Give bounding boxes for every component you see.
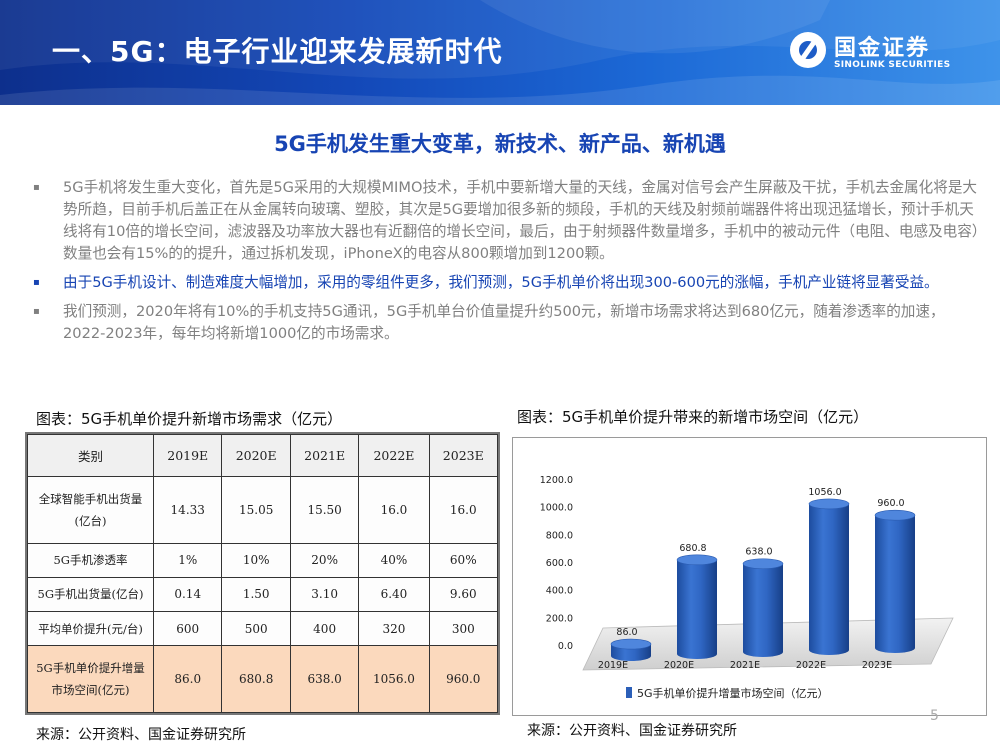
market-table-container: 类别 2019E 2020E 2021E 2022E 2023E 全球智能手机出… xyxy=(25,432,500,715)
table-row-label: 5G手机单价提升增量市场空间(亿元) xyxy=(27,645,154,713)
bullet-marker: ▪ xyxy=(33,306,40,317)
slide-subtitle: 5G手机发生重大变革，新技术、新产品、新机遇 xyxy=(274,132,726,156)
bar-top xyxy=(808,498,850,510)
data-label: 1056.0 xyxy=(808,487,841,498)
bar-chart-svg: 0.0 200.0 400.0 600.0 800.0 1000.0 1200.0 86.0 2… xyxy=(540,475,954,671)
table-row: 全球智能手机出货量(亿台) 14.33 15.05 15.50 16.0 16.… xyxy=(27,476,499,544)
bullet-text: 5G手机将发生重大变化，首先是5G采用的大规模MIMO技术，手机中要新增大量的天… xyxy=(63,179,980,262)
legend-swatch xyxy=(626,687,632,698)
table-row: 5G手机出货量(亿台) 0.14 1.50 3.10 6.40 9.60 xyxy=(27,576,499,613)
table-cell: 14.33 xyxy=(152,476,223,544)
y-tick-label: 800.0 xyxy=(546,530,573,541)
bullet-marker: ▪ xyxy=(33,277,40,288)
y-tick-label: 200.0 xyxy=(546,613,573,624)
y-tick-label: 0.0 xyxy=(558,641,573,652)
table-cell: 0.14 xyxy=(152,576,223,613)
bullet-text: 由于5G手机设计、制造难度大幅增加，采用的零组件更多，我们预测，5G手机单价将出… xyxy=(63,274,939,291)
table-row: 平均单价提升(元/台) 600 500 400 320 300 xyxy=(27,611,499,647)
bar-top xyxy=(742,558,784,570)
table-cell: 600 xyxy=(152,611,223,647)
source-note-left: 来源：公开资料、国金证券研究所 xyxy=(36,727,246,743)
y-tick-label: 600.0 xyxy=(546,558,573,569)
sinolink-logo-icon xyxy=(790,32,826,68)
table-header-cell: 2021E xyxy=(289,434,360,477)
table-row-label: 5G手机渗透率 xyxy=(27,542,154,578)
header-wave-decoration xyxy=(0,0,1000,105)
data-label: 638.0 xyxy=(745,547,772,558)
bullet-text: 我们预测，2020年将有10%的手机支持5G通讯，5G手机单台价值量提升约500… xyxy=(63,303,945,342)
source-note-right: 来源：公开资料、国金证券研究所 xyxy=(527,723,737,739)
table-cell: 500 xyxy=(221,611,291,647)
table-header-cell: 2023E xyxy=(428,434,499,477)
table-header-cell: 2020E xyxy=(221,434,291,477)
table-cell: 400 xyxy=(289,611,360,647)
table-cell: 1056.0 xyxy=(358,645,430,713)
table-cell: 680.8 xyxy=(221,645,291,713)
page-title: 一、5G：电子行业迎来发展新时代 xyxy=(52,35,503,68)
table-cell: 40% xyxy=(358,542,430,578)
x-tick-label: 2021E xyxy=(730,660,760,671)
table-cell: 16.0 xyxy=(358,476,430,544)
table-row-label: 5G手机出货量(亿台) xyxy=(27,576,154,613)
table-cell: 10% xyxy=(221,542,291,578)
market-chart: 0.0 200.0 400.0 600.0 800.0 1000.0 1200.0 86.0 2… xyxy=(512,437,987,716)
chart-plot-area: 0.0 200.0 400.0 600.0 800.0 1000.0 1200.0 86.0 2… xyxy=(540,475,954,671)
table-cell: 86.0 xyxy=(152,645,223,713)
x-tick-label: 2020E xyxy=(664,660,694,671)
x-tick-label: 2022E xyxy=(796,660,826,671)
header-banner: 一、5G：电子行业迎来发展新时代 国金证券 SINOLINK SECURITIE… xyxy=(0,0,1000,105)
table-cell: 9.60 xyxy=(428,576,499,613)
table-header-cell: 2019E xyxy=(152,434,223,477)
page-number: 5 xyxy=(930,708,939,724)
table-row: 5G手机渗透率 1% 10% 20% 40% 60% xyxy=(27,542,499,578)
x-tick-label: 2023E xyxy=(862,660,892,671)
table-cell: 1% xyxy=(152,542,223,578)
bar-body xyxy=(677,559,717,659)
table-header-cell: 2022E xyxy=(358,434,430,477)
table-cell: 6.40 xyxy=(358,576,430,613)
logo-english-name: SINOLINK SECURITIES xyxy=(834,60,951,70)
chart-legend: 5G手机单价提升增量市场空间（亿元） xyxy=(626,685,829,701)
table-cell: 300 xyxy=(428,611,499,647)
data-label: 86.0 xyxy=(616,627,637,638)
table-cell: 15.05 xyxy=(221,476,291,544)
bar-body xyxy=(743,563,783,657)
bar-top xyxy=(874,509,916,521)
table-cell: 3.10 xyxy=(289,576,360,613)
market-table: 类别 2019E 2020E 2021E 2022E 2023E 全球智能手机出… xyxy=(27,434,499,713)
bar-top xyxy=(676,554,718,566)
table-cell: 20% xyxy=(289,542,360,578)
y-tick-label: 1200.0 xyxy=(540,475,573,486)
table-cell: 960.0 xyxy=(428,645,499,713)
bullet-item: ▪ 我们预测，2020年将有10%的手机支持5G通讯，5G手机单台价值量提升约5… xyxy=(30,301,985,345)
table-caption: 图表：5G手机单价提升新增市场需求（亿元） xyxy=(36,410,343,428)
bullet-list: ▪ 5G手机将发生重大变化，首先是5G采用的大规模MIMO技术，手机中要新增大量… xyxy=(30,177,985,352)
legend-label: 5G手机单价提升增量市场空间（亿元） xyxy=(637,687,829,700)
table-cell: 60% xyxy=(428,542,499,578)
table-cell: 638.0 xyxy=(289,645,360,713)
table-header-cell: 类别 xyxy=(27,434,154,477)
x-tick-label: 2019E xyxy=(598,660,628,671)
table-row-label: 平均单价提升(元/台) xyxy=(27,611,154,647)
table-cell: 16.0 xyxy=(428,476,499,544)
table-row-highlighted: 5G手机单价提升增量市场空间(亿元) 86.0 680.8 638.0 1056… xyxy=(27,645,499,713)
bullet-item: ▪ 5G手机将发生重大变化，首先是5G采用的大规模MIMO技术，手机中要新增大量… xyxy=(30,177,985,265)
sinolink-logo: 国金证券 SINOLINK SECURITIES xyxy=(790,30,970,80)
data-label: 960.0 xyxy=(877,498,904,509)
table-cell: 1.50 xyxy=(221,576,291,613)
bar-body xyxy=(875,515,915,653)
y-tick-label: 400.0 xyxy=(546,586,573,597)
bar-body xyxy=(809,503,849,655)
bullet-marker: ▪ xyxy=(33,182,40,193)
logo-chinese-name: 国金证券 xyxy=(834,36,931,61)
table-header-row: 类别 2019E 2020E 2021E 2022E 2023E xyxy=(27,434,499,477)
bar-top xyxy=(610,638,652,650)
y-tick-label: 1000.0 xyxy=(540,503,573,514)
chart-caption: 图表：5G手机单价提升带来的新增市场空间（亿元） xyxy=(517,408,869,426)
table-cell: 15.50 xyxy=(289,476,360,544)
table-cell: 320 xyxy=(358,611,430,647)
table-row-label: 全球智能手机出货量(亿台) xyxy=(27,476,154,544)
bullet-item: ▪ 由于5G手机设计、制造难度大幅增加，采用的零组件更多，我们预测，5G手机单价… xyxy=(30,272,985,294)
data-label: 680.8 xyxy=(679,543,706,554)
